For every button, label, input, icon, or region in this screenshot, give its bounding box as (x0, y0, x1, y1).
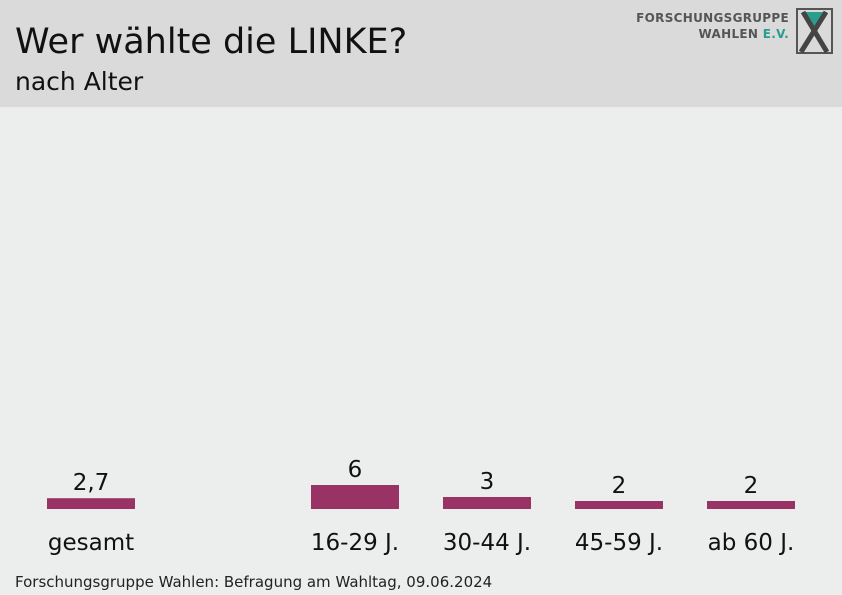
bar-2 (443, 497, 531, 509)
header-band: Wer wählte die LINKE? nach Alter FORSCHU… (0, 0, 842, 107)
bar-0 (47, 498, 135, 509)
value-label-1: 6 (348, 457, 363, 483)
logo-line-1: FORSCHUNGSGRUPPE (636, 11, 789, 25)
source-note: Forschungsgruppe Wahlen: Befragung am Wa… (15, 573, 493, 591)
logo-line-2-accent: E.V. (762, 27, 789, 41)
category-label-2: 30-44 J. (443, 530, 531, 556)
logo-x-icon (796, 8, 833, 54)
category-label-3: 45-59 J. (575, 530, 663, 556)
bar-4 (707, 501, 795, 509)
category-label-0: gesamt (48, 530, 134, 556)
value-label-2: 3 (480, 469, 495, 495)
logo-line-2: WAHLEN E.V. (636, 26, 789, 42)
logo-wordmark: FORSCHUNGSGRUPPE WAHLEN E.V. (636, 10, 789, 42)
chart-subtitle: nach Alter (15, 67, 144, 96)
category-label-1: 16-29 J. (311, 530, 399, 556)
value-label-0: 2,7 (73, 470, 110, 496)
category-label-4: ab 60 J. (708, 530, 795, 556)
bar-3 (575, 501, 663, 509)
value-label-3: 2 (612, 473, 627, 499)
bar-chart: 2,7 gesamt 6 16-29 J. 3 30-44 J. 2 45-59 J. 2 ab … (47, 457, 795, 556)
bar-1 (311, 485, 399, 509)
logo-line-2-main: WAHLEN (698, 27, 759, 41)
chart-title: Wer wählte die LINKE? (15, 22, 408, 62)
value-label-4: 2 (744, 473, 759, 499)
